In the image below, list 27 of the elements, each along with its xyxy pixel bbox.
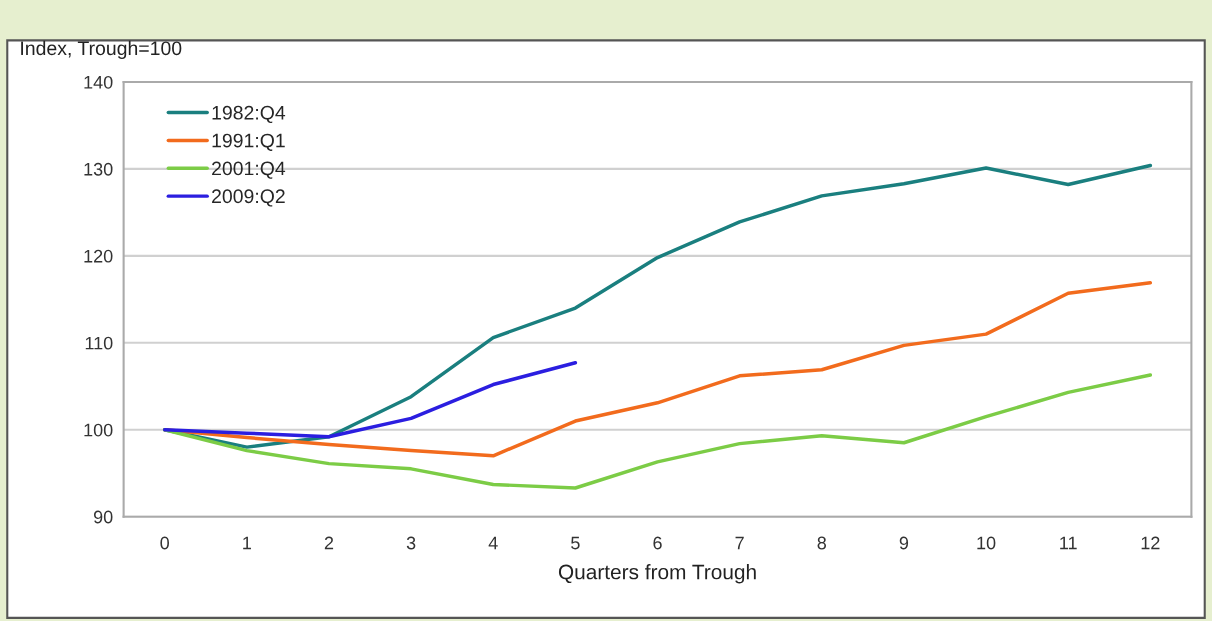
legend-label: 2001:Q4 xyxy=(212,161,286,179)
x-tick-label: 12 xyxy=(1141,536,1160,550)
legend-label: 2009:Q2 xyxy=(212,189,285,207)
x-tick-label: 10 xyxy=(977,536,996,550)
y-tick-label: 140 xyxy=(84,75,113,89)
y-tick-label: 120 xyxy=(84,249,113,263)
x-tick-label: 9 xyxy=(899,536,909,550)
y-axis-title: Index, Trough=100 xyxy=(21,40,182,59)
x-axis-title: Quarters from Trough xyxy=(558,564,756,584)
y-tick-label: 100 xyxy=(84,423,113,437)
x-tick-label: 1 xyxy=(243,536,251,550)
x-tick-label: 0 xyxy=(160,536,170,550)
line-series xyxy=(162,373,1153,490)
x-tick-label: 7 xyxy=(735,536,744,550)
legend-label: 1982:Q4 xyxy=(212,105,286,124)
y-tick-label: 90 xyxy=(93,510,113,524)
line-series xyxy=(162,361,578,439)
x-tick-label: 8 xyxy=(817,536,827,550)
y-tick-label: 130 xyxy=(84,162,113,176)
x-tick-label: 3 xyxy=(406,536,416,550)
x-tick-label: 2 xyxy=(324,536,334,550)
x-tick-label: 5 xyxy=(571,536,580,550)
legend-label: 1991:Q1 xyxy=(212,133,285,151)
x-tick-label: 4 xyxy=(488,536,498,550)
y-tick-label: 110 xyxy=(85,336,113,350)
x-tick-label: 6 xyxy=(653,536,662,550)
x-tick-label: 11 xyxy=(1060,536,1077,550)
